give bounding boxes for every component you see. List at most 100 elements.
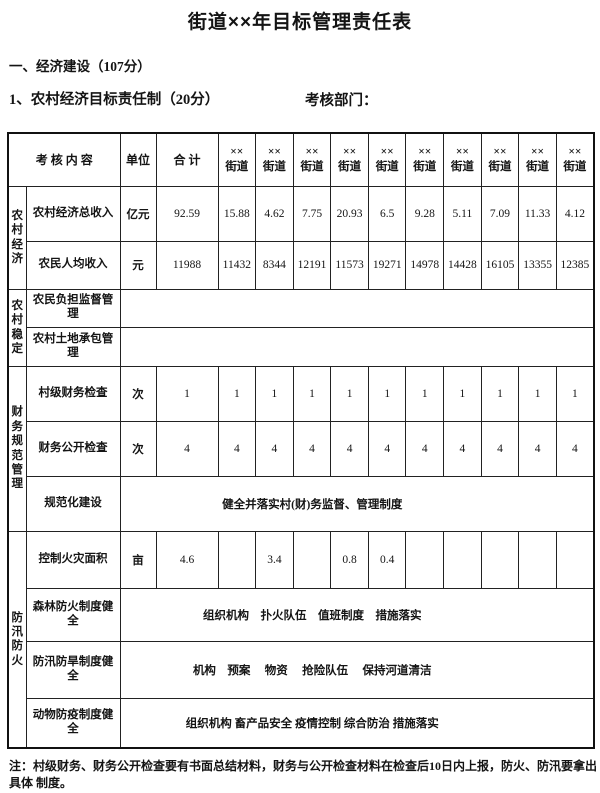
value-cell: 4 (443, 420, 482, 477)
value-cell: 4.12 (555, 185, 595, 242)
street-name: ×× (343, 146, 357, 159)
street-column-header: ×× 街道 (330, 132, 369, 187)
street-column-header: ×× 街道 (405, 132, 445, 187)
value-cell (292, 530, 332, 589)
street-suffix: 街道 (375, 160, 399, 173)
page-title: 街道××年目标管理责任表 (187, 12, 413, 33)
value-cell: 9.28 (405, 185, 445, 242)
value-cell: 1 (443, 365, 482, 422)
value-cell: 4 (555, 420, 595, 477)
value-cell: 4.62 (255, 185, 294, 242)
table-row: 农民人均收入 元 11988 11432 8344 12191 11573 19… (8, 240, 595, 290)
street-suffix: 街道 (262, 160, 286, 173)
street-name: ×× (493, 146, 507, 159)
value-cell: 15.88 (217, 185, 257, 242)
value-cell (217, 530, 257, 589)
assess-dept-label: 考核部门： (305, 93, 378, 109)
street-column-header: ×× 街道 (518, 132, 557, 187)
value-cell: 5.11 (443, 185, 482, 242)
merged-cell (119, 326, 595, 367)
street-suffix: 街道 (526, 160, 550, 173)
street-column-header: ×× 街道 (443, 132, 482, 187)
group-label: 财务规范管理 (11, 406, 24, 491)
merged-cell: 组织机构 扑火队伍 值班制度 措施落实 (119, 587, 595, 642)
header-content: 考 核 内 容 (7, 132, 121, 187)
unit-cell: 次 (119, 365, 157, 422)
street-suffix: 街道 (450, 160, 474, 173)
table-row: 防汛防火 控制火灾面积 亩 4.6 3.4 0.8 0.4 (7, 530, 595, 749)
value-cell: 1 (405, 365, 445, 422)
street-column-header: ×× 街道 (555, 132, 595, 187)
row-label: 防汛防旱制度健全 (25, 640, 121, 699)
table-row: 农村稳定 农民负担监督管理 (7, 288, 595, 367)
row-label: 财务公开检查 (25, 420, 121, 477)
value-cell: 14428 (443, 240, 482, 290)
value-cell: 11.33 (518, 185, 557, 242)
street-name: ×× (230, 146, 244, 159)
header-unit: 单位 (119, 132, 157, 187)
street-name: ×× (531, 146, 545, 159)
value-cell: 4 (367, 420, 407, 477)
total-cell: 4.6 (155, 530, 219, 589)
header-total: 合 计 (155, 132, 219, 187)
street-name: ×× (418, 146, 432, 159)
row-label: 规范化建设 (25, 475, 121, 532)
group-label: 农村经济 (11, 209, 24, 265)
value-cell: 11573 (330, 240, 369, 290)
table-row: 规范化建设 健全并落实村(财)务监督、管理制度 (8, 475, 595, 532)
street-column-header: ×× 街道 (217, 132, 257, 187)
street-column-header: ×× 街道 (367, 132, 407, 187)
group-cell-rural-stability: 农村稳定 (7, 288, 27, 367)
subsection-heading: 1、农村经济目标责任制（20分） (9, 92, 220, 108)
group-cell-flood-fire-prevention: 防汛防火 (7, 530, 27, 749)
row-label: 动物防疫制度健全 (25, 697, 121, 749)
value-cell (443, 530, 482, 589)
value-cell: 4 (217, 420, 257, 477)
group-label: 农村稳定 (11, 299, 24, 355)
value-cell: 20.93 (330, 185, 369, 242)
group-cell-rural-economy: 农村经济 (7, 185, 27, 290)
value-cell (480, 530, 520, 589)
unit-cell: 亩 (119, 530, 157, 589)
value-cell: 8344 (255, 240, 294, 290)
table-row: 防汛防旱制度健全 机构 预案 物资 抢险队伍 保持河道清洁 (8, 640, 595, 699)
street-name: ×× (267, 146, 281, 159)
group-cell-finance-management: 财务规范管理 (7, 365, 27, 532)
value-cell: 6.5 (367, 185, 407, 242)
merged-cell (119, 288, 595, 328)
value-cell (405, 530, 445, 589)
street-name: ×× (305, 146, 319, 159)
unit-cell: 元 (119, 240, 157, 290)
street-column-header: ×× 街道 (255, 132, 294, 187)
table-row: 森林防火制度健全 组织机构 扑火队伍 值班制度 措施落实 (8, 587, 595, 642)
street-column-header: ×× 街道 (292, 132, 332, 187)
value-cell: 7.09 (480, 185, 520, 242)
row-label: 村级财务检查 (25, 365, 121, 422)
value-cell: 13355 (518, 240, 557, 290)
row-label: 控制火灾面积 (25, 530, 121, 589)
table-header-row: 考 核 内 容 单位 合 计 ×× 街道 ×× 街道 ×× 街道 ×× 街道 ×× 街道 … (7, 132, 595, 187)
street-name: ×× (455, 146, 469, 159)
merged-cell: 健全并落实村(财)务监督、管理制度 (119, 475, 595, 532)
unit-cell: 次 (119, 420, 157, 477)
value-cell: 1 (367, 365, 407, 422)
merged-cell: 组织机构 畜产品安全 疫情控制 综合防治 措施落实 (119, 697, 595, 749)
street-column-header: ×× 街道 (480, 132, 520, 187)
table-row: 动物防疫制度健全 组织机构 畜产品安全 疫情控制 综合防治 措施落实 (8, 697, 595, 749)
street-name: ×× (380, 146, 394, 159)
section-heading: 一、经济建设（107分） (9, 59, 151, 74)
value-cell: 4 (292, 420, 332, 477)
row-label: 农民负担监督管理 (25, 288, 121, 328)
unit-cell: 亿元 (119, 185, 157, 242)
assessment-table: 考 核 内 容 单位 合 计 ×× 街道 ×× 街道 ×× 街道 ×× 街道 ×× 街道 … (7, 132, 595, 749)
value-cell: 4 (330, 420, 369, 477)
value-cell: 16105 (480, 240, 520, 290)
value-cell: 1 (292, 365, 332, 422)
row-label: 农民人均收入 (25, 240, 121, 290)
value-cell: 0.8 (330, 530, 369, 589)
street-suffix: 街道 (225, 160, 249, 173)
table-row: 财务公开检查 次 4 4 4 4 4 4 4 4 4 4 4 (8, 420, 595, 477)
street-suffix: 街道 (563, 160, 587, 173)
value-cell: 1 (480, 365, 520, 422)
street-suffix: 街道 (488, 160, 512, 173)
